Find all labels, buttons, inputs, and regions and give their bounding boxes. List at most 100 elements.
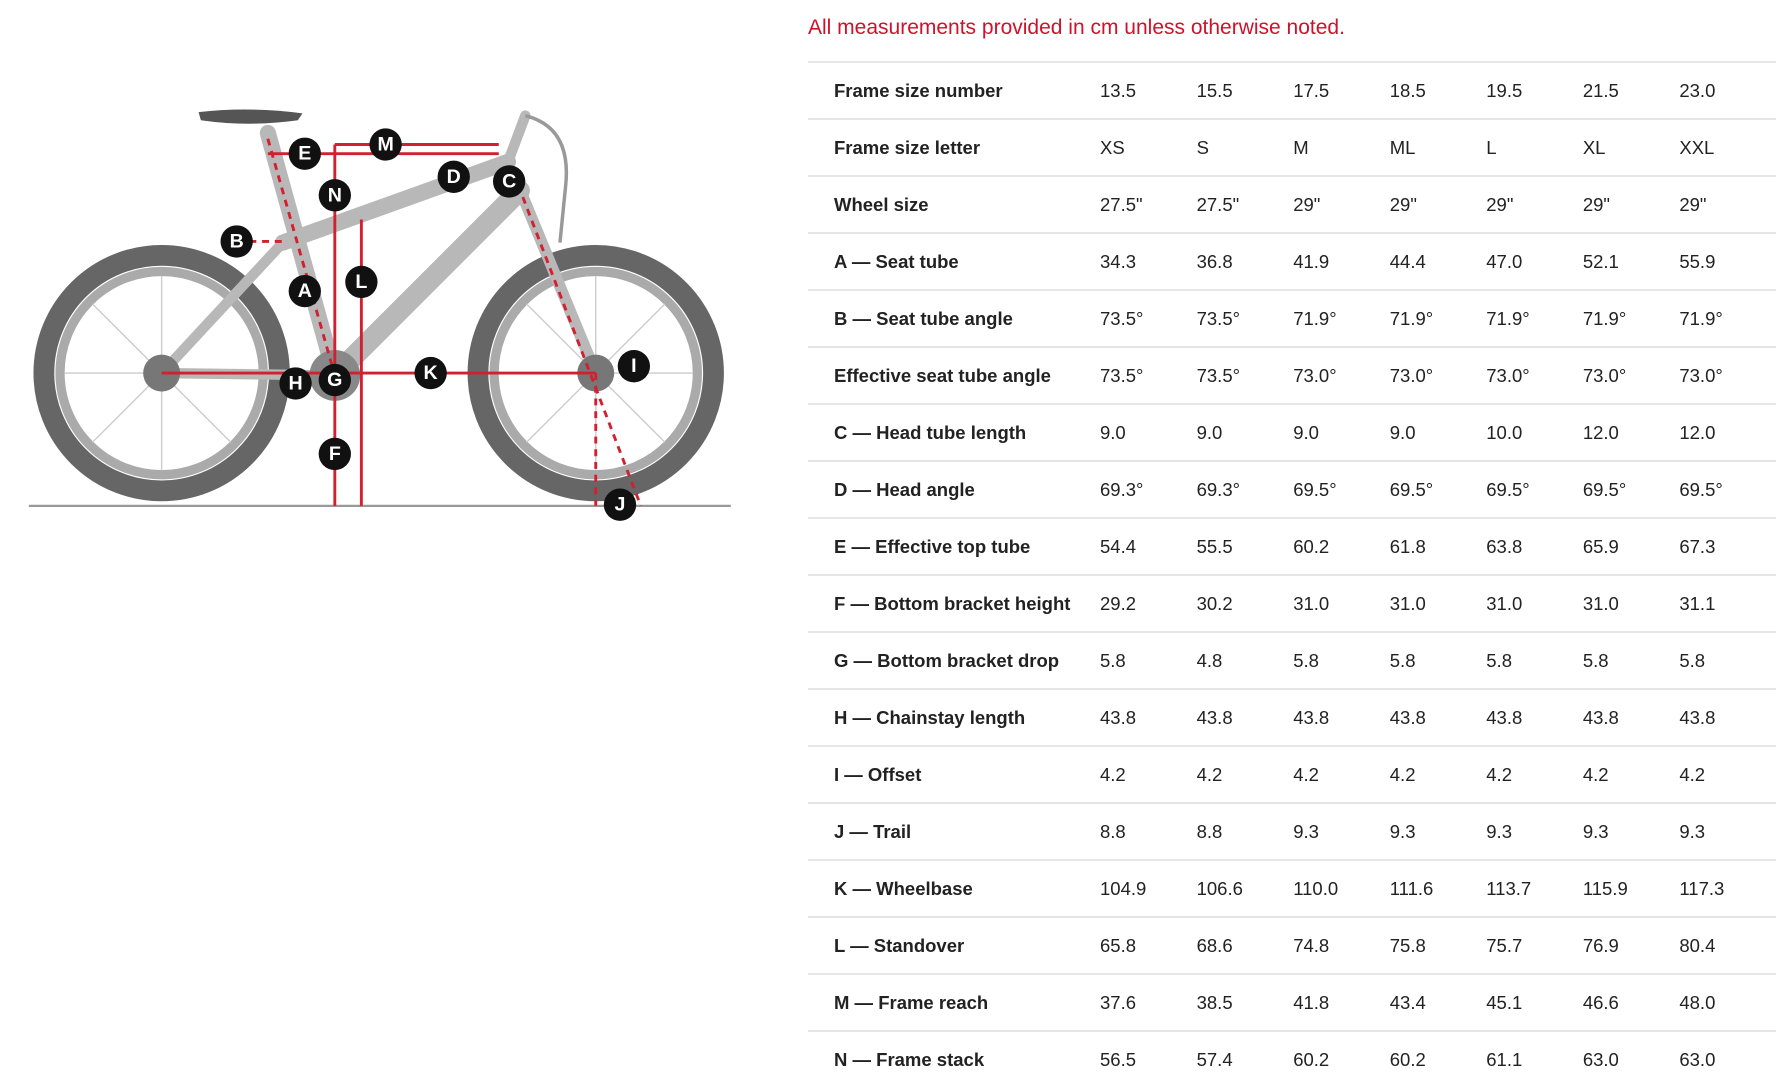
geometry-table: Frame size number 13.5 15.5 17.5 18.5 19.5 21.… [808,61,1776,1087]
table-row: Frame size letter XS S M ML L XL XXL [808,118,1776,176]
cell-value: 43.8 [1389,688,1487,746]
cell-value: 36.8 [1196,232,1294,290]
cell-value: 9.3 [1486,802,1583,860]
label-letter: D [447,166,461,188]
cell-value: 71.9° [1389,289,1487,347]
table-row: H — Chainstay length 43.8 43.8 43.8 43.8 43.8… [808,688,1776,746]
cell-value: 43.8 [1679,688,1776,746]
row-label: E — Effective top tube [808,517,1100,575]
cell-value: M [1293,118,1390,176]
cell-value: 57.4 [1196,1030,1294,1087]
cell-value: 8.8 [1196,802,1294,860]
cell-value: 73.5° [1100,289,1197,347]
label-badge [288,137,321,170]
cell-value: 110.0 [1293,859,1390,917]
cell-value: 41.8 [1293,973,1390,1031]
cell-value: 63.0 [1582,1030,1680,1087]
cell-value: 43.8 [1196,688,1294,746]
label-letter: F [329,443,341,465]
cell-value: 61.1 [1486,1030,1583,1087]
cell-value: 5.8 [1389,631,1487,689]
row-label: Frame size number [808,61,1100,119]
cell-value: 9.3 [1293,802,1390,860]
cell-value: 69.3° [1100,460,1197,518]
cell-value: 68.6 [1196,916,1294,974]
cell-value: 38.5 [1196,973,1294,1031]
cell-value: 60.2 [1389,1030,1487,1087]
table-row: G — Bottom bracket drop 5.8 4.8 5.8 5.8 5.8 5.… [808,631,1776,689]
cell-value: 73.0° [1293,346,1390,404]
cell-value: 69.5° [1389,460,1487,518]
cell-value: 31.0 [1293,574,1390,632]
cell-value: 71.9° [1486,289,1583,347]
label-badge [414,356,447,390]
cell-value: 46.6 [1582,973,1680,1031]
cell-value: 60.2 [1293,517,1390,575]
label-letter: H [288,372,302,394]
cell-value: 74.8 [1293,916,1390,974]
label-letter: L [355,271,367,293]
row-label: F — Bottom bracket height [808,574,1100,632]
row-label: G — Bottom bracket drop [808,631,1100,689]
cell-value: 43.8 [1486,688,1583,746]
label-badge [318,363,351,397]
label-letter: C [502,170,516,192]
units-note: All measurements provided in cm unless o… [808,16,1345,39]
label-letter: M [377,134,393,156]
cell-value: 27.5" [1100,175,1197,233]
cell-value: XL [1582,118,1680,176]
cell-value: 75.8 [1389,916,1487,974]
table-row: J — Trail 8.8 8.8 9.3 9.3 9.3 9.3 9.3 [808,802,1776,860]
row-label: Wheel size [808,175,1100,233]
cell-value: 5.8 [1679,631,1776,689]
cell-value: 4.2 [1389,745,1487,803]
cell-value: 10.0 [1486,403,1583,461]
cell-value: 31.0 [1486,574,1583,632]
cell-value: 65.9 [1582,517,1680,575]
cell-value: 5.8 [1293,631,1390,689]
row-label: K — Wheelbase [808,859,1100,917]
cell-value: 41.9 [1293,232,1390,290]
cell-value: 31.0 [1582,574,1680,632]
row-label: D — Head angle [808,460,1100,518]
cell-value: 12.0 [1679,403,1776,461]
cell-value: 71.9° [1582,289,1680,347]
label-badge [492,165,526,198]
table-row: A — Seat tube 34.3 36.8 41.9 44.4 47.0 52.1 55.… [808,232,1776,290]
cell-value: 104.9 [1100,859,1197,917]
cell-value: 9.0 [1389,403,1487,461]
cell-value: 12.0 [1582,403,1680,461]
cell-value: 55.9 [1679,232,1776,290]
cell-value: 18.5 [1389,61,1487,119]
cell-value: 43.4 [1389,973,1487,1031]
label-badge [220,225,253,258]
row-label: J — Trail [808,802,1100,860]
row-label: H — Chainstay length [808,688,1100,746]
cell-value: 9.0 [1100,403,1197,461]
label-letter: K [424,362,438,384]
cell-value: 34.3 [1100,232,1197,290]
cell-value: 52.1 [1582,232,1680,290]
cell-value: 60.2 [1293,1030,1390,1087]
cell-value: 21.5 [1582,61,1680,119]
cell-value: 113.7 [1486,859,1583,917]
cell-value: 8.8 [1100,802,1197,860]
cell-value: 27.5" [1196,175,1294,233]
label-letter: A [298,280,312,302]
cell-value: 9.3 [1389,802,1487,860]
cell-value: 69.5° [1486,460,1583,518]
cell-value: 13.5 [1100,61,1197,119]
cell-value: 48.0 [1679,973,1776,1031]
cell-value: 67.3 [1679,517,1776,575]
cell-value: 69.5° [1293,460,1390,518]
cell-value: 9.0 [1293,403,1390,461]
cell-value: 29" [1486,175,1583,233]
cell-value: 63.8 [1486,517,1583,575]
table-row: N — Frame stack 56.5 57.4 60.2 60.2 61.1 63.0 6… [808,1030,1776,1087]
row-label: A — Seat tube [808,232,1100,290]
label-badge [279,367,312,400]
row-label: B — Seat tube angle [808,289,1100,347]
label-badge [318,179,351,212]
row-label: M — Frame reach [808,973,1100,1031]
cell-value: 69.5° [1582,460,1680,518]
